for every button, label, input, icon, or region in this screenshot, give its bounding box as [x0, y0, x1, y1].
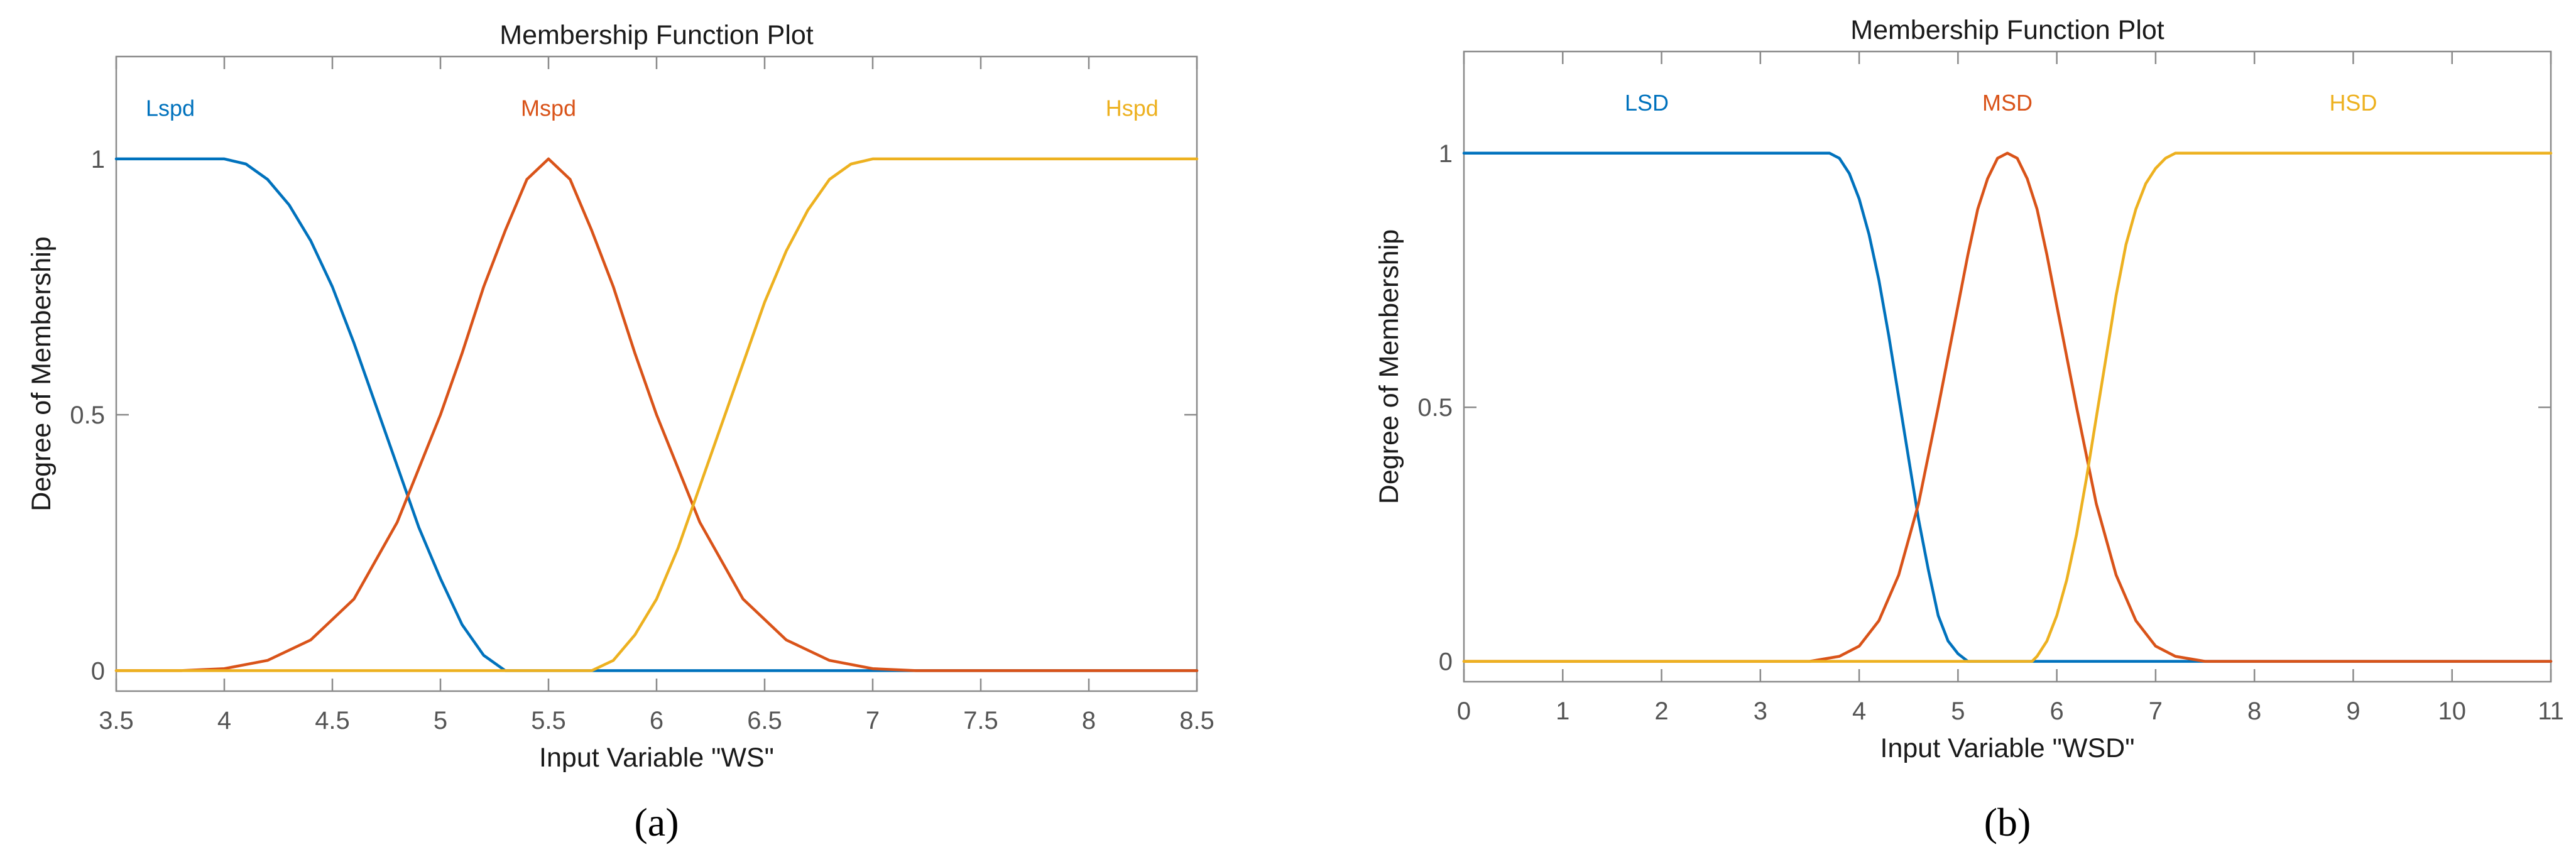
- x-tick-label: 4: [217, 707, 231, 734]
- y-axis-label: Degree of Membership: [26, 236, 57, 511]
- y-tick-label: 1: [1439, 140, 1453, 168]
- y-axis-label: Degree of Membership: [1374, 229, 1404, 504]
- series-label-hspd: Hspd: [1106, 95, 1159, 121]
- x-tick-label: 8: [1082, 707, 1096, 734]
- y-tick-label: 0.5: [70, 401, 105, 429]
- x-tick-label: 8.5: [1179, 707, 1214, 734]
- x-tick-label: 0: [1457, 697, 1471, 725]
- series-line-lspd: [114, 157, 1199, 672]
- series-label-mspd: Mspd: [521, 95, 576, 121]
- series-line-msd: [1462, 151, 2553, 663]
- x-tick-label: 1: [1556, 697, 1569, 725]
- x-tick-label: 10: [2438, 697, 2466, 725]
- series-label-msd: MSD: [1982, 90, 2033, 116]
- series-line-hsd: [1462, 151, 2553, 663]
- x-tick-label: 3.5: [99, 707, 134, 734]
- x-axis-label: Input Variable "WS": [539, 743, 774, 773]
- x-tick-label: 7: [866, 707, 880, 734]
- x-tick-label: 5.5: [531, 707, 566, 734]
- chart-panel-a: Membership Function Plot 3.5 4 4.5 5 5.5 6 6.5 7…: [26, 20, 1214, 844]
- x-tick-label: 4.5: [315, 707, 350, 734]
- y-tick-label: 0: [1439, 648, 1453, 676]
- x-axis-label: Input Variable "WSD": [1880, 733, 2135, 763]
- x-tick-label: 7: [2149, 697, 2163, 725]
- x-tick-label: 5: [1951, 697, 1965, 725]
- series-line-lsd: [1462, 151, 2553, 663]
- chart-panel-b: Membership Function Plot 0 1 2 3 4 5 6 7 8 9 10 11 0 0…: [1374, 15, 2564, 844]
- y-tick-label: 1: [91, 146, 105, 173]
- x-tick-label: 6.5: [747, 707, 782, 734]
- plot-area-frame: [1463, 50, 2552, 683]
- chart-title: Membership Function Plot: [499, 20, 814, 50]
- panel-caption: (a): [634, 800, 679, 844]
- series-line-mspd: [114, 157, 1199, 672]
- x-tick-label: 6: [650, 707, 663, 734]
- x-tick-label: 3: [1754, 697, 1767, 725]
- x-tick-label: 4: [1852, 697, 1866, 725]
- panel-caption: (b): [1984, 800, 2031, 844]
- x-tick-label: 8: [2247, 697, 2261, 725]
- chart-title: Membership Function Plot: [1850, 15, 2164, 45]
- series-line-hspd: [114, 157, 1199, 672]
- x-tick-label: 5: [434, 707, 447, 734]
- series-label-lsd: LSD: [1625, 90, 1669, 116]
- x-tick-label: 11: [2538, 697, 2564, 725]
- x-tick-label: 2: [1654, 697, 1668, 725]
- x-tick-label: 6: [2050, 697, 2064, 725]
- series-label-lspd: Lspd: [146, 95, 195, 121]
- x-tick-label: 7.5: [963, 707, 998, 734]
- y-tick-label: 0: [91, 657, 105, 685]
- series-label-hsd: HSD: [2329, 90, 2377, 116]
- x-tick-label: 9: [2346, 697, 2360, 725]
- y-tick-label: 0.5: [1417, 394, 1453, 422]
